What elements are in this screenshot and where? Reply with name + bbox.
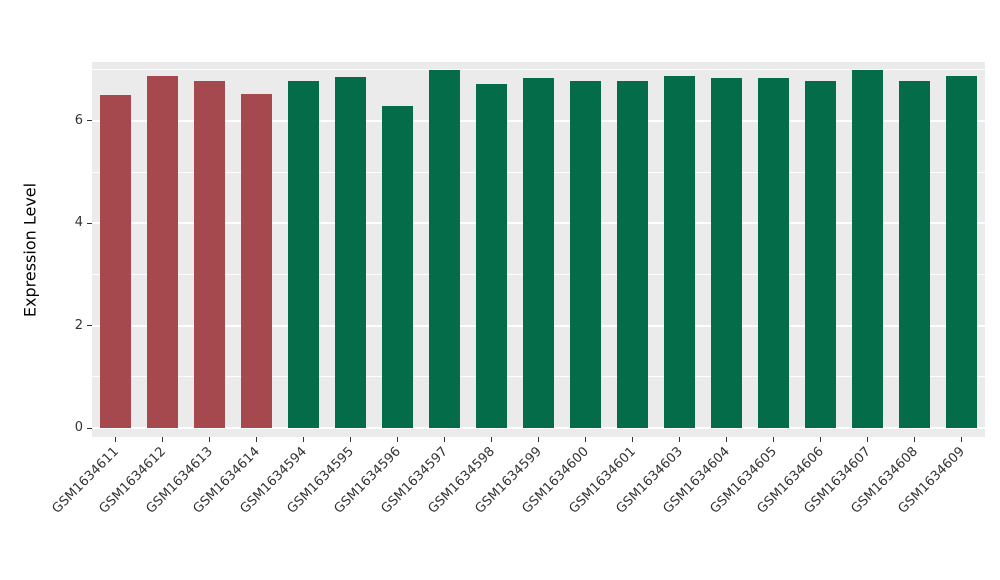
y-tick-0 <box>87 427 92 429</box>
bar-GSM1634609 <box>946 75 977 428</box>
bar-GSM1634594 <box>288 80 319 428</box>
y-tick-label-2: 2 <box>74 317 83 333</box>
bar-GSM1634608 <box>899 80 930 428</box>
x-tick-GSM1634601 <box>632 437 633 442</box>
bar-GSM1634614 <box>241 94 272 428</box>
x-tick-GSM1634606 <box>820 437 821 442</box>
y-tick-label-4: 4 <box>74 215 83 231</box>
bar-GSM1634596 <box>382 105 413 428</box>
x-tick-GSM1634595 <box>350 437 351 442</box>
bar-GSM1634599 <box>523 78 554 428</box>
bar-GSM1634611 <box>100 95 131 428</box>
bar-GSM1634595 <box>335 77 366 428</box>
x-tick-GSM1634597 <box>444 437 445 442</box>
minor-gridline-y7 <box>92 69 985 71</box>
y-axis-title: Expression Level <box>20 182 40 318</box>
y-tick-2 <box>87 325 92 327</box>
y-tick-label-0: 0 <box>74 420 83 435</box>
y-tick-4 <box>87 222 92 224</box>
major-gridline-y0 <box>92 427 985 429</box>
x-tick-GSM1634605 <box>773 437 774 442</box>
bar-GSM1634598 <box>476 84 507 428</box>
y-tick-label-6: 6 <box>74 112 83 128</box>
x-tick-GSM1634594 <box>303 437 304 442</box>
bar-GSM1634606 <box>805 80 836 428</box>
bar-GSM1634601 <box>617 80 648 428</box>
x-tick-GSM1634609 <box>961 437 962 442</box>
x-tick-GSM1634604 <box>726 437 727 442</box>
x-tick-GSM1634603 <box>679 437 680 442</box>
plot-panel <box>92 62 985 437</box>
bar-GSM1634613 <box>194 80 225 428</box>
bar-GSM1634600 <box>570 80 601 428</box>
bar-GSM1634604 <box>711 78 742 428</box>
bar-GSM1634612 <box>147 75 178 428</box>
x-tick-label-GSM1634609: GSM1634609 <box>894 444 968 517</box>
x-tick-GSM1634608 <box>914 437 915 442</box>
bar-GSM1634605 <box>758 78 789 428</box>
x-tick-GSM1634599 <box>538 437 539 442</box>
x-tick-GSM1634607 <box>867 437 868 442</box>
bar-GSM1634597 <box>429 69 460 428</box>
bar-GSM1634607 <box>852 69 883 428</box>
y-tick-6 <box>87 120 92 122</box>
x-tick-GSM1634598 <box>491 437 492 442</box>
x-tick-GSM1634596 <box>397 437 398 442</box>
x-tick-GSM1634611 <box>115 437 116 442</box>
bar-GSM1634603 <box>664 75 695 428</box>
x-tick-GSM1634614 <box>256 437 257 442</box>
x-tick-GSM1634600 <box>585 437 586 442</box>
x-tick-GSM1634613 <box>209 437 210 442</box>
x-tick-GSM1634612 <box>162 437 163 442</box>
